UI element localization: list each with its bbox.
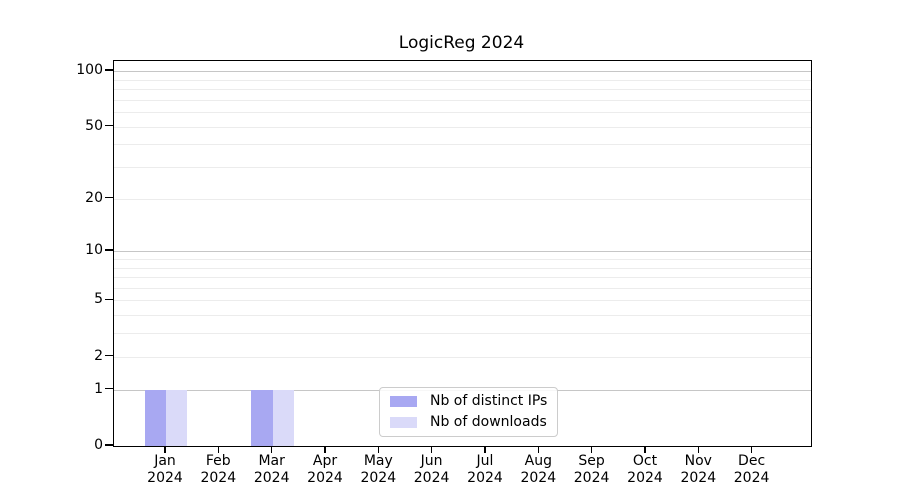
y-tick-label-100: 100 [76, 62, 103, 78]
x-tick-year-feb: 2024 [200, 469, 237, 486]
x-tick-label-mar: Mar 2024 [240, 453, 304, 486]
x-tick-year-sep: 2024 [573, 469, 610, 486]
x-tick-year-jun: 2024 [413, 469, 450, 486]
x-tick-mark-jun [430, 446, 433, 453]
x-tick-label-dec: Dec 2024 [720, 453, 784, 486]
x-tick-label-may: May 2024 [346, 453, 410, 486]
x-tick-mark-apr [324, 446, 326, 453]
y-gridline-3 [114, 333, 811, 335]
y-gridline-7 [114, 277, 811, 278]
plot-area: Nb of distinct IPs Nb of downloads [113, 60, 812, 447]
bar-downloads-jan [166, 389, 188, 446]
y-gridline-50 [114, 126, 811, 128]
y-gridline-30 [114, 167, 811, 168]
x-tick-year-jan: 2024 [147, 469, 183, 486]
y-gridline-8 [114, 267, 811, 269]
y-gridline-4 [114, 315, 811, 317]
y-tick-label-10: 10 [85, 242, 103, 259]
x-tick-year-jul: 2024 [467, 469, 503, 486]
x-tick-year-oct: 2024 [627, 469, 663, 486]
x-tick-mark-may [377, 446, 380, 453]
x-tick-year-aug: 2024 [520, 469, 557, 486]
y-tick-label-50: 50 [85, 117, 103, 134]
x-tick-mark-mar [270, 446, 273, 453]
x-tick-mark-oct [644, 446, 646, 453]
x-tick-mark-nov [697, 446, 700, 453]
y-gridline-10 [114, 251, 811, 253]
y-gridline-6 [114, 287, 811, 289]
y-tick-label-20: 20 [85, 189, 103, 206]
x-tick-label-feb: Feb 2024 [186, 453, 250, 486]
y-gridline-20 [114, 198, 811, 200]
x-tick-label-aug: Aug 2024 [506, 453, 570, 486]
x-tick-mark-dec [750, 446, 753, 453]
x-tick-label-jan: Jan 2024 [133, 453, 197, 486]
y-tick-label-2: 2 [94, 347, 103, 364]
x-tick-label-sep: Sep 2024 [560, 453, 624, 486]
x-tick-year-may: 2024 [360, 469, 397, 486]
legend-label-downloads: Nb of downloads [430, 414, 547, 430]
x-tick-mark-aug [537, 446, 540, 453]
x-tick-year-nov: 2024 [680, 469, 717, 486]
y-gridline-2 [114, 356, 811, 358]
y-gridline-100 [114, 71, 811, 72]
y-tick-mark-20 [105, 196, 113, 199]
x-tick-year-dec: 2024 [733, 469, 770, 486]
y-tick-mark-10 [105, 249, 113, 251]
x-tick-label-jun: Jun 2024 [400, 453, 464, 486]
y-gridline-90 [114, 79, 811, 81]
x-tick-mark-jan [164, 446, 166, 453]
y-gridline-70 [114, 99, 811, 101]
legend-item-distinct-ips: Nb of distinct IPs [390, 394, 547, 409]
y-tick-label-1: 1 [94, 380, 103, 397]
x-tick-year-apr: 2024 [307, 469, 343, 486]
y-gridline-5 [114, 300, 811, 302]
x-tick-year-mar: 2024 [253, 469, 290, 486]
x-tick-mark-feb [217, 446, 220, 453]
legend-swatch-distinct-ips [390, 396, 417, 407]
legend-label-distinct-ips: Nb of distinct IPs [430, 393, 548, 409]
chart-title: LogicReg 2024 [398, 33, 525, 53]
x-tick-mark-sep [590, 446, 593, 453]
y-tick-mark-0 [105, 444, 113, 446]
y-gridline-80 [114, 88, 811, 90]
y-tick-mark-1 [105, 387, 113, 390]
y-gridline-9 [114, 258, 811, 260]
legend-item-downloads: Nb of downloads [390, 415, 547, 430]
x-tick-label-apr: Apr 2024 [293, 453, 357, 486]
y-tick-mark-5 [105, 298, 113, 301]
y-tick-label-0: 0 [94, 437, 103, 453]
x-tick-label-nov: Nov 2024 [666, 453, 730, 486]
x-tick-label-oct: Oct 2024 [613, 453, 677, 486]
bar-distinct-ips-mar [251, 389, 273, 446]
x-tick-label-jul: Jul 2024 [453, 453, 517, 486]
legend-swatch-downloads [390, 417, 417, 428]
bar-distinct-ips-jan [144, 389, 166, 446]
legend: Nb of distinct IPs Nb of downloads [379, 387, 559, 437]
x-tick-mark-jul [484, 446, 486, 453]
bar-downloads-mar [272, 389, 295, 446]
y-tick-mark-2 [105, 354, 113, 357]
y-tick-mark-100 [105, 69, 113, 71]
y-gridline-40 [114, 144, 811, 146]
y-gridline-60 [114, 112, 811, 113]
y-tick-mark-50 [105, 124, 113, 127]
y-tick-label-5: 5 [94, 291, 103, 308]
